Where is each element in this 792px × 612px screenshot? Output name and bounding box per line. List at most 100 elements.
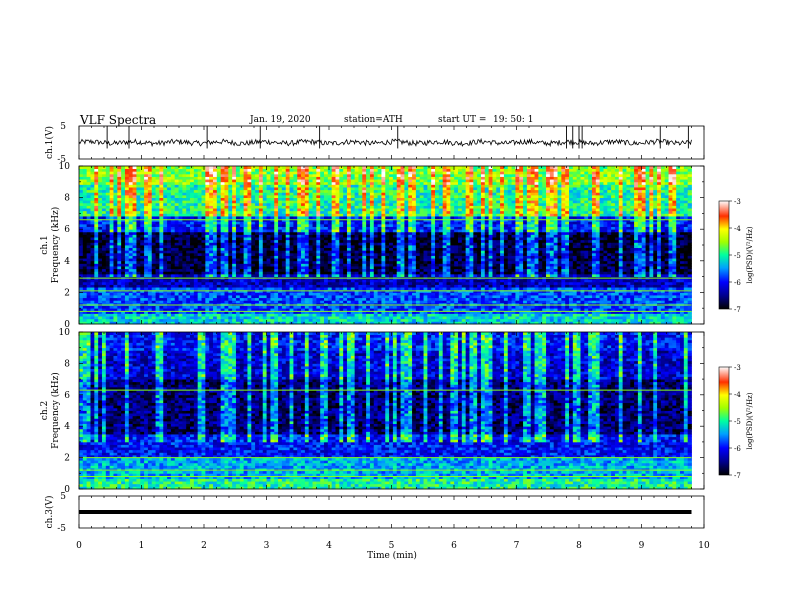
spectrogram-cell (641, 247, 646, 251)
spectrogram-cell (186, 308, 191, 312)
spectrogram-cell (312, 310, 317, 314)
spectrogram-cell (346, 318, 352, 322)
spectrogram-cell (672, 245, 677, 249)
spectrogram-cell (641, 308, 646, 312)
spectrogram-cell (178, 247, 183, 251)
spectrogram-cell (354, 308, 359, 312)
spectrogram-cell (569, 321, 574, 325)
spectrogram-cell (591, 310, 597, 314)
spectrogram-cell (255, 266, 260, 270)
spectrogram-cell (212, 305, 218, 309)
spectrogram-cell (335, 242, 340, 246)
spectrogram-cell (526, 255, 532, 259)
spectrogram-cell (484, 321, 490, 325)
spectrogram-cell (358, 242, 363, 246)
spectrogram-cell (308, 313, 313, 317)
spectrogram-cell (285, 310, 290, 314)
spectrogram-cell (496, 287, 501, 291)
spectrogram-cell (469, 258, 474, 262)
spectrogram-cell (274, 318, 279, 322)
spectrogram-cell (576, 292, 581, 296)
spectrogram-cell (561, 287, 566, 291)
spectrogram-cell (645, 260, 650, 264)
spectrogram-cell (465, 297, 470, 301)
spectrogram-cell (324, 321, 329, 325)
spectrogram-cell (442, 252, 447, 256)
spectrogram-cell (174, 281, 179, 285)
spectrogram-cell (278, 245, 283, 249)
spectrogram-cell (427, 287, 432, 291)
spectrogram-cell (354, 313, 359, 317)
spectrogram-cell (193, 245, 199, 249)
spectrogram-cell (526, 300, 532, 304)
spectrogram-cell (128, 318, 133, 322)
spectrogram-cell (270, 260, 275, 264)
spectrogram-cell (611, 266, 616, 270)
spectrogram-cell (431, 313, 436, 317)
spectrogram-cell (228, 279, 233, 283)
spectrogram-cell (147, 255, 153, 259)
spectrogram-cell (557, 305, 562, 309)
spectrogram-cell (312, 255, 317, 259)
spectrogram-cell (400, 268, 405, 272)
spectrogram-cell (465, 318, 470, 322)
spectrogram-cell (369, 313, 375, 317)
spectrogram-cell (603, 316, 608, 320)
spectrogram-cell (343, 300, 348, 304)
spectrogram-cell (285, 292, 290, 296)
spectrogram-cell (572, 255, 578, 259)
spectrogram-cell (477, 292, 482, 296)
spectrogram-cell (297, 281, 302, 285)
spectrogram-cell (641, 258, 646, 262)
spectrogram-cell (324, 273, 329, 277)
spectrogram-cell (435, 284, 440, 288)
spectrogram-cell (660, 316, 666, 320)
spectrogram-cell (377, 305, 382, 309)
spectrogram-cell (657, 250, 662, 254)
spectrogram-cell (235, 310, 241, 314)
spectrogram-cell (664, 297, 669, 301)
spectrogram-cell (419, 292, 424, 296)
spectrogram-cell (140, 279, 145, 283)
spectrogram-cell (251, 316, 256, 320)
spectrogram-cell (301, 316, 306, 320)
spectrogram-cell (151, 287, 156, 291)
spectrogram-cell (469, 263, 474, 267)
spectrogram-cell (461, 281, 467, 285)
spectrogram-cell (385, 308, 390, 312)
spectrogram-cell (438, 245, 444, 249)
spectrogram-cell (278, 292, 283, 296)
spectrogram-cell (262, 313, 267, 317)
spectrogram-cell (224, 308, 229, 312)
spectrogram-cell (335, 245, 340, 249)
spectrogram-cell (358, 300, 363, 304)
spectrogram-cell (680, 292, 685, 296)
spectrogram-cell (626, 292, 631, 296)
spectrogram-cell (480, 252, 486, 256)
spectrogram-cell (186, 310, 191, 314)
spectrogram-cell (79, 313, 84, 317)
spectrogram-cell (335, 318, 340, 322)
spectrogram-cell (201, 310, 206, 314)
spectrogram-cell (377, 310, 382, 314)
spectrogram-cell (511, 258, 516, 262)
spectrogram-cell (331, 250, 336, 254)
spectrogram-cell (611, 321, 616, 325)
spectrogram-cell (645, 252, 650, 256)
spectrogram-cell (511, 305, 516, 309)
spectrogram-cell (500, 292, 505, 296)
spectrogram-cell (676, 268, 681, 272)
spectrogram-cell (331, 297, 336, 301)
spectrogram-cell (301, 260, 306, 264)
spectrogram-cell (258, 242, 264, 246)
spectrogram-cell (216, 318, 222, 322)
spectrogram-cell (228, 255, 233, 259)
spectrogram-cell (255, 271, 260, 275)
spectrogram-cell (320, 316, 325, 320)
spectrogram-cell (611, 308, 616, 312)
spectrogram-cell (469, 300, 474, 304)
spectrogram-cell (668, 273, 673, 277)
spectrogram-cell (220, 316, 225, 320)
spectrogram-cell (523, 310, 528, 314)
spectrogram-cell (599, 300, 604, 304)
